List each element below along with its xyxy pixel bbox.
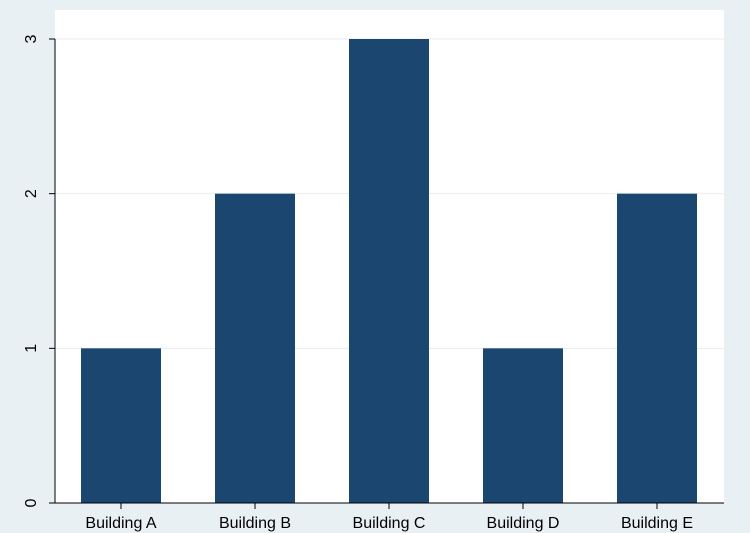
x-tick-label: Building C <box>353 515 426 532</box>
y-ticks: 0 1 2 3 <box>23 34 55 507</box>
y-tick-label: 0 <box>23 498 40 507</box>
bars <box>81 39 697 503</box>
bar <box>81 348 161 503</box>
x-tick-label: Building D <box>487 515 560 532</box>
x-tick-label: Building B <box>219 515 291 532</box>
y-tick-label: 1 <box>23 344 40 353</box>
bar <box>617 193 697 503</box>
bar <box>349 39 429 503</box>
bar <box>483 348 563 503</box>
x-ticks: Building A Building B Building C Building D… <box>85 503 693 532</box>
y-tick-label: 2 <box>23 189 40 198</box>
x-tick-label: Building A <box>85 515 156 532</box>
y-tick-label: 3 <box>23 34 40 43</box>
bar <box>215 193 295 503</box>
x-tick-label: Building E <box>621 515 693 532</box>
